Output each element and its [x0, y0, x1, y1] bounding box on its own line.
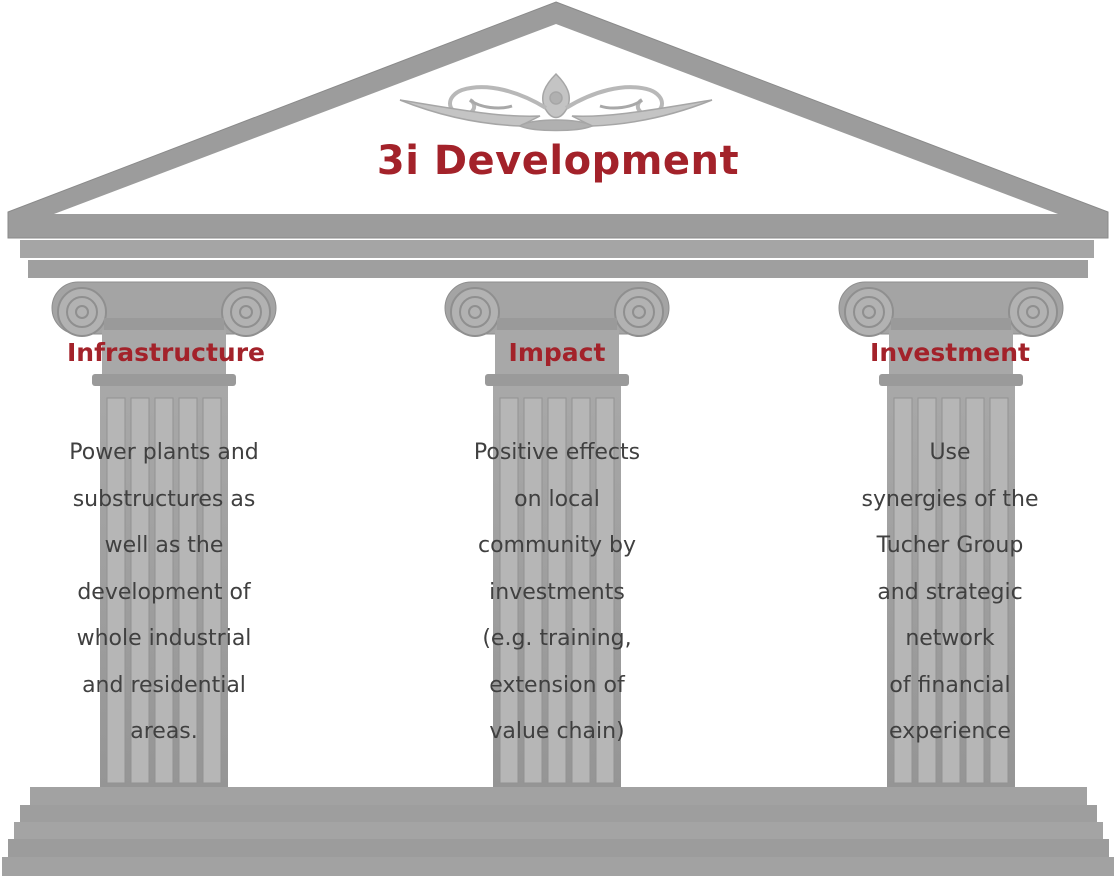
column-investment: [838, 281, 1064, 787]
pillar-text-investment: Use synergies of the Tucher Group and st…: [861, 440, 1039, 744]
column-impact: [444, 281, 670, 787]
pillar-title-infrastructure: Infrastructure: [67, 338, 265, 367]
pillar-title-investment: Investment: [870, 338, 1030, 367]
pillar-text-infrastructure: Power plants and substructures as well a…: [69, 440, 259, 744]
ornament-icon: [399, 72, 713, 132]
column-infrastructure: [51, 281, 277, 787]
pillar-text-impact: Positive effects on local community by i…: [473, 440, 641, 744]
columns: [51, 281, 1064, 787]
entablature: [20, 240, 1094, 278]
pillar-title-impact: Impact: [508, 338, 606, 367]
diagram-title: 3i Development: [376, 138, 740, 184]
temple-base: [2, 787, 1114, 876]
